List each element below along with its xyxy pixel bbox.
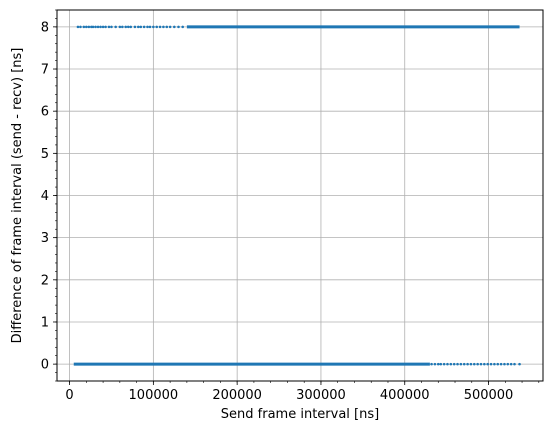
- data-point: [82, 25, 86, 29]
- y-tick-label: 6: [41, 105, 49, 120]
- y-axis-label: Difference of frame interval (send - rec…: [10, 48, 25, 344]
- data-point: [449, 362, 453, 366]
- y-tick-label: 4: [41, 189, 49, 204]
- data-point: [503, 362, 506, 366]
- data-point: [173, 25, 176, 29]
- data-point: [96, 25, 100, 29]
- y-tick-label: 3: [41, 231, 49, 246]
- data-point: [165, 25, 169, 29]
- data-points: [73, 25, 521, 366]
- data-point: [121, 25, 124, 29]
- data-point: [124, 25, 128, 29]
- data-point: [476, 362, 479, 366]
- data-point: [107, 25, 111, 29]
- data-point-band: [186, 25, 520, 29]
- data-point: [436, 362, 440, 366]
- data-point: [446, 362, 449, 366]
- data-point: [101, 25, 105, 29]
- data-point: [479, 362, 483, 366]
- data-point: [513, 362, 516, 366]
- data-point: [136, 25, 140, 29]
- x-tick-label: 500000: [464, 388, 514, 403]
- data-point: [177, 25, 180, 29]
- data-point: [133, 25, 137, 29]
- data-point: [486, 362, 489, 366]
- data-point: [430, 362, 433, 366]
- grid-lines: [57, 10, 543, 381]
- data-point: [433, 362, 437, 366]
- data-point: [91, 25, 95, 29]
- data-point: [472, 362, 476, 366]
- data-point: [94, 25, 97, 29]
- data-point: [466, 362, 469, 366]
- data-point: [139, 25, 143, 29]
- y-tick-label: 0: [41, 358, 49, 373]
- data-point: [462, 362, 466, 366]
- data-point: [509, 362, 513, 366]
- data-point: [469, 362, 473, 366]
- data-point: [79, 25, 82, 29]
- data-point: [489, 362, 493, 366]
- data-point: [181, 25, 184, 29]
- x-tick-label: 300000: [296, 388, 346, 403]
- data-point: [456, 362, 459, 366]
- tick-labels: 0 100000 200000 300000 400000 500000 0 1 2 3 4 5 6 7 8: [41, 20, 514, 403]
- data-point: [518, 362, 521, 366]
- data-point: [483, 362, 486, 366]
- x-tick-label: 100000: [129, 388, 179, 403]
- data-point: [496, 362, 500, 366]
- data-point: [459, 362, 463, 366]
- data-point: [87, 25, 91, 29]
- data-point: [85, 25, 88, 29]
- data-point: [118, 25, 122, 29]
- data-point: [155, 25, 159, 29]
- data-point: [146, 25, 149, 29]
- y-tick-label: 2: [41, 273, 49, 288]
- x-axis-label: Send frame interval [ns]: [221, 407, 379, 422]
- data-point: [114, 25, 117, 29]
- data-point: [76, 25, 80, 29]
- data-point: [439, 362, 443, 366]
- x-tick-label: 0: [65, 388, 73, 403]
- data-point-band: [73, 362, 430, 366]
- data-point: [148, 25, 152, 29]
- data-point: [99, 25, 102, 29]
- y-tick-label: 8: [41, 20, 49, 35]
- data-point: [499, 362, 503, 366]
- data-point: [110, 25, 113, 29]
- x-tick-label: 200000: [212, 388, 262, 403]
- y-tick-label: 1: [41, 315, 49, 330]
- data-point: [152, 25, 155, 29]
- data-point: [168, 25, 172, 29]
- y-tick-label: 5: [41, 147, 49, 162]
- x-tick-label: 400000: [380, 388, 430, 403]
- data-point: [129, 25, 133, 29]
- y-tick-label: 7: [41, 63, 49, 78]
- data-point: [162, 25, 165, 29]
- data-point: [142, 25, 146, 29]
- data-point: [104, 25, 107, 29]
- data-point: [126, 25, 130, 29]
- axis-ticks: [53, 9, 540, 385]
- data-point: [158, 25, 162, 29]
- data-point: [442, 362, 446, 366]
- data-point: [493, 362, 496, 366]
- data-point: [452, 362, 456, 366]
- data-point: [506, 362, 510, 366]
